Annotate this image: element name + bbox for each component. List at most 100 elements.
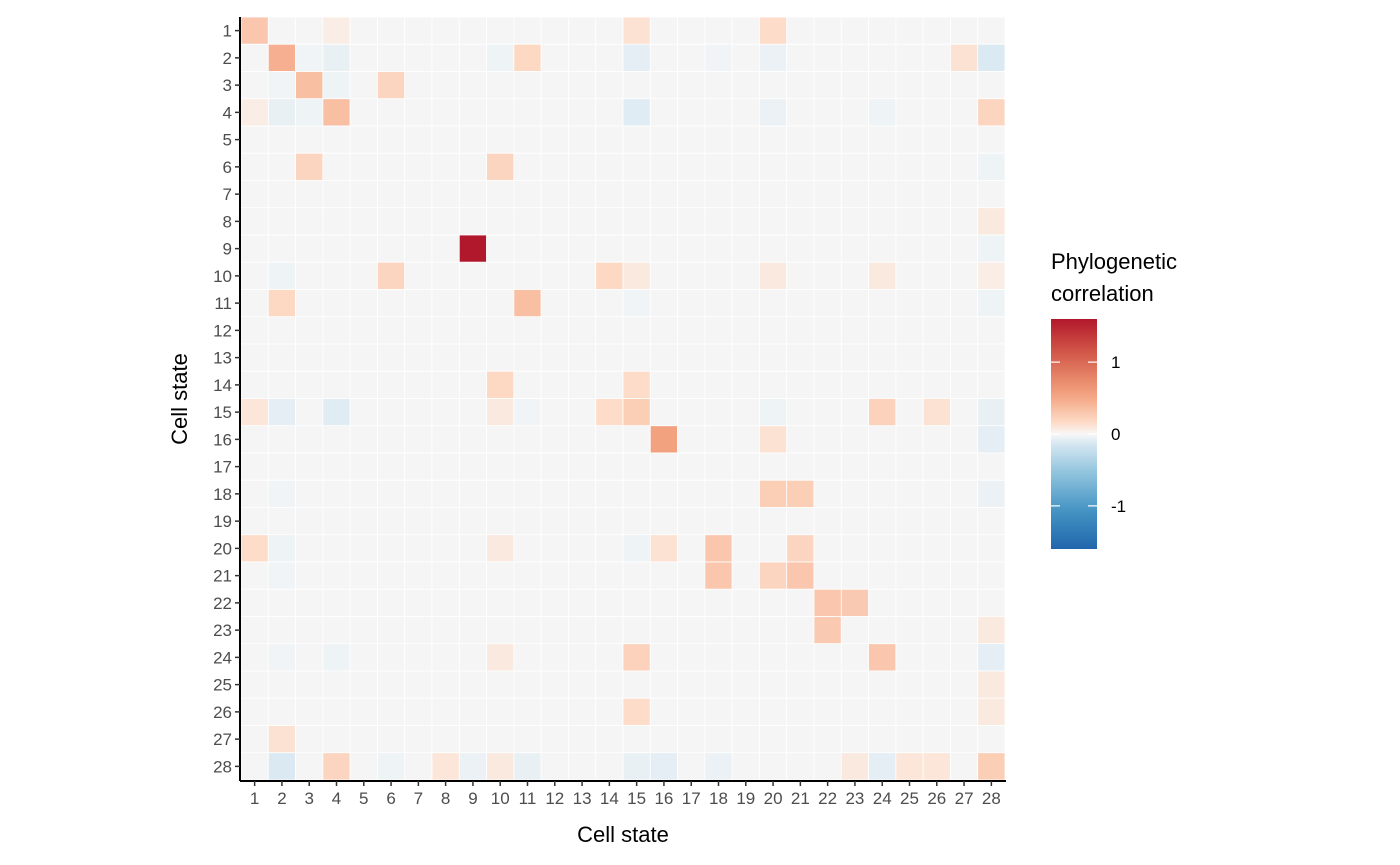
heatmap-cell-17-7 xyxy=(677,180,706,209)
heatmap-cell-8-21 xyxy=(431,561,460,590)
heatmap-cell-2-2 xyxy=(267,43,296,72)
heatmap-cell-1-10 xyxy=(240,261,269,290)
x-tick-label-28: 28 xyxy=(982,789,1001,808)
heatmap-cell-11-13 xyxy=(513,343,542,372)
heatmap-cell-18-22 xyxy=(704,588,733,617)
heatmap-cell-26-2 xyxy=(922,43,951,72)
y-tick-label-1: 1 xyxy=(223,22,232,41)
heatmap-cell-6-2 xyxy=(377,43,406,72)
heatmap-cell-6-19 xyxy=(377,507,406,536)
heatmap-cell-23-15 xyxy=(840,398,869,427)
heatmap-cell-6-25 xyxy=(377,670,406,699)
heatmap-cell-23-23 xyxy=(840,616,869,645)
heatmap-cell-17-10 xyxy=(677,261,706,290)
heatmap-cell-4-25 xyxy=(322,670,351,699)
heatmap-cell-10-10 xyxy=(486,261,515,290)
heatmap-cell-24-24 xyxy=(868,643,897,672)
heatmap-cell-17-17 xyxy=(677,452,706,481)
heatmap-cell-24-10 xyxy=(868,261,897,290)
heatmap-cell-26-7 xyxy=(922,180,951,209)
heatmap-cell-13-12 xyxy=(568,316,597,345)
heatmap-cell-8-15 xyxy=(431,398,460,427)
heatmap-cell-21-8 xyxy=(786,207,815,236)
heatmap-cell-6-22 xyxy=(377,588,406,617)
heatmap-cell-4-15 xyxy=(322,398,351,427)
heatmap-cell-25-27 xyxy=(895,725,924,754)
heatmap-cell-12-6 xyxy=(540,152,569,181)
heatmap-cell-12-25 xyxy=(540,670,569,699)
y-tick-label-24: 24 xyxy=(213,648,232,667)
heatmap-cell-10-14 xyxy=(486,370,515,399)
y-tick-label-17: 17 xyxy=(213,458,232,477)
heatmap-cell-21-12 xyxy=(786,316,815,345)
y-tick-label-18: 18 xyxy=(213,485,232,504)
heatmap-cell-23-6 xyxy=(840,152,869,181)
heatmap-cell-20-14 xyxy=(759,370,788,399)
heatmap-cell-21-16 xyxy=(786,425,815,454)
heatmap-cell-22-14 xyxy=(813,370,842,399)
heatmap-cell-6-12 xyxy=(377,316,406,345)
heatmap-cell-22-10 xyxy=(813,261,842,290)
heatmap-cell-5-7 xyxy=(349,180,378,209)
heatmap-cell-15-5 xyxy=(622,125,651,154)
heatmap-cell-25-22 xyxy=(895,588,924,617)
heatmap-cell-1-23 xyxy=(240,616,269,645)
heatmap-cell-27-14 xyxy=(950,370,979,399)
heatmap-cell-17-4 xyxy=(677,98,706,127)
y-tick-label-25: 25 xyxy=(213,676,232,695)
heatmap-cell-28-25 xyxy=(977,670,1006,699)
heatmap-cell-27-1 xyxy=(950,16,979,45)
heatmap-cell-10-7 xyxy=(486,180,515,209)
x-tick-label-16: 16 xyxy=(654,789,673,808)
heatmap-cell-27-16 xyxy=(950,425,979,454)
heatmap-cell-28-11 xyxy=(977,289,1006,318)
heatmap-cell-18-13 xyxy=(704,343,733,372)
heatmap-cell-2-15 xyxy=(267,398,296,427)
heatmap-cell-6-13 xyxy=(377,343,406,372)
heatmap-cell-24-23 xyxy=(868,616,897,645)
heatmap-cell-23-7 xyxy=(840,180,869,209)
heatmap-cell-20-1 xyxy=(759,16,788,45)
heatmap-cell-9-23 xyxy=(458,616,487,645)
heatmap-cell-7-14 xyxy=(404,370,433,399)
heatmap-cell-15-2 xyxy=(622,43,651,72)
heatmap-cell-25-16 xyxy=(895,425,924,454)
heatmap-cell-7-21 xyxy=(404,561,433,590)
heatmap-cell-10-5 xyxy=(486,125,515,154)
heatmap-cell-8-6 xyxy=(431,152,460,181)
heatmap-cell-8-11 xyxy=(431,289,460,318)
heatmap-cell-3-28 xyxy=(295,752,324,781)
heatmap-cell-8-23 xyxy=(431,616,460,645)
heatmap-cell-28-12 xyxy=(977,316,1006,345)
heatmap-cell-7-8 xyxy=(404,207,433,236)
heatmap-cell-8-13 xyxy=(431,343,460,372)
heatmap-cell-15-1 xyxy=(622,16,651,45)
heatmap-cell-8-22 xyxy=(431,588,460,617)
heatmap-cell-26-20 xyxy=(922,534,951,563)
heatmap-cell-7-15 xyxy=(404,398,433,427)
heatmap-cell-16-12 xyxy=(649,316,678,345)
heatmap-cell-4-5 xyxy=(322,125,351,154)
heatmap-cell-22-22 xyxy=(813,588,842,617)
heatmap-cell-12-15 xyxy=(540,398,569,427)
heatmap-cell-16-24 xyxy=(649,643,678,672)
heatmap-cell-12-3 xyxy=(540,71,569,100)
heatmap-cell-4-19 xyxy=(322,507,351,536)
heatmap-cell-13-15 xyxy=(568,398,597,427)
heatmap-cell-15-16 xyxy=(622,425,651,454)
heatmap-cell-4-28 xyxy=(322,752,351,781)
heatmap-cell-5-28 xyxy=(349,752,378,781)
heatmap-cell-9-18 xyxy=(458,479,487,508)
y-tick-label-19: 19 xyxy=(213,512,232,531)
heatmap-cell-27-13 xyxy=(950,343,979,372)
heatmap-cell-8-3 xyxy=(431,71,460,100)
legend-title-line2: correlation xyxy=(1051,281,1154,306)
heatmap-cell-26-10 xyxy=(922,261,951,290)
heatmap-cell-15-13 xyxy=(622,343,651,372)
heatmap-cell-23-2 xyxy=(840,43,869,72)
y-tick-label-22: 22 xyxy=(213,594,232,613)
heatmap-cell-26-5 xyxy=(922,125,951,154)
heatmap-cell-25-6 xyxy=(895,152,924,181)
y-axis-ticks: 1234567891011121314151617181920212223242… xyxy=(213,22,240,776)
y-tick-label-2: 2 xyxy=(223,49,232,68)
